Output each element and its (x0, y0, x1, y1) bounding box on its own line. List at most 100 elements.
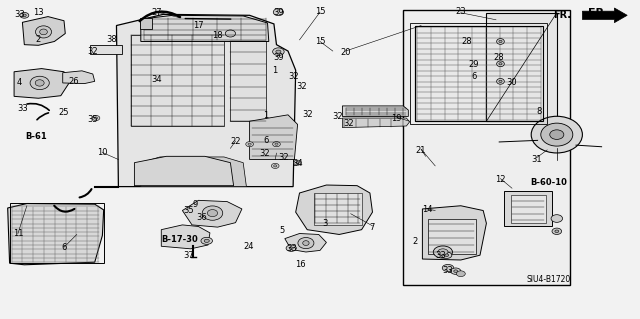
Text: SIU4-B1720: SIU4-B1720 (527, 275, 572, 284)
Ellipse shape (95, 117, 97, 119)
Ellipse shape (273, 9, 284, 16)
Polygon shape (422, 206, 486, 260)
Ellipse shape (36, 26, 52, 38)
Text: 20: 20 (340, 48, 351, 57)
Text: 35: 35 (184, 206, 194, 215)
Ellipse shape (271, 163, 279, 168)
Text: 18: 18 (212, 31, 223, 40)
Ellipse shape (286, 245, 296, 251)
Bar (314, 193, 362, 225)
Ellipse shape (497, 39, 504, 44)
Text: 6: 6 (471, 72, 476, 81)
Ellipse shape (454, 270, 458, 272)
Text: 7: 7 (370, 223, 375, 232)
Bar (230, 41, 266, 121)
Text: 22: 22 (230, 137, 241, 146)
Polygon shape (8, 204, 104, 265)
Text: 33: 33 (286, 244, 296, 253)
Text: 30: 30 (507, 78, 517, 87)
Text: 3: 3 (323, 219, 328, 228)
Text: FR.: FR. (588, 8, 609, 19)
Ellipse shape (555, 230, 559, 233)
Text: 13: 13 (33, 8, 44, 17)
Bar (511, 195, 546, 223)
Text: 23: 23 (456, 7, 466, 16)
Text: 34: 34 (292, 159, 303, 168)
Text: 39: 39 (273, 53, 284, 62)
Text: B-60-10: B-60-10 (531, 178, 568, 187)
Text: 32: 32 (344, 119, 354, 128)
Ellipse shape (20, 12, 29, 18)
Text: 27: 27 (152, 8, 162, 17)
Ellipse shape (550, 130, 564, 139)
Text: 32: 32 (278, 153, 289, 162)
Ellipse shape (499, 41, 502, 43)
Ellipse shape (294, 160, 301, 165)
Text: 32: 32 (333, 112, 343, 121)
Text: 5: 5 (279, 226, 284, 235)
Ellipse shape (273, 48, 284, 56)
Ellipse shape (451, 268, 461, 274)
Ellipse shape (499, 80, 502, 83)
Bar (415, 26, 543, 121)
Text: 35: 35 (88, 115, 98, 124)
Text: 33: 33 (17, 104, 28, 113)
Ellipse shape (22, 14, 26, 17)
Bar (90, 45, 122, 54)
Text: 28: 28 (494, 53, 504, 62)
Ellipse shape (445, 254, 449, 256)
Ellipse shape (92, 115, 100, 121)
Text: 33: 33 (435, 251, 445, 260)
Text: 16: 16 (296, 260, 306, 269)
Ellipse shape (201, 237, 212, 244)
Polygon shape (134, 156, 234, 186)
Ellipse shape (442, 252, 452, 258)
Polygon shape (161, 225, 210, 249)
Text: 38: 38 (107, 35, 117, 44)
Text: 32: 32 (302, 110, 312, 119)
Text: B-61: B-61 (26, 132, 47, 141)
Text: 21: 21 (416, 146, 426, 155)
Bar (415, 26, 543, 121)
Ellipse shape (274, 165, 277, 167)
Ellipse shape (531, 116, 582, 153)
Ellipse shape (433, 246, 452, 258)
Text: 32: 32 (259, 149, 269, 158)
Ellipse shape (207, 210, 218, 217)
Text: 15: 15 (315, 37, 325, 46)
Ellipse shape (456, 271, 465, 277)
Ellipse shape (246, 142, 253, 147)
Text: 25: 25 (59, 108, 69, 117)
Polygon shape (296, 185, 372, 234)
Text: 8: 8 (536, 107, 541, 116)
Text: 9: 9 (193, 200, 198, 209)
Text: 29: 29 (468, 60, 479, 69)
Ellipse shape (225, 30, 236, 37)
Bar (410, 23, 547, 124)
Ellipse shape (275, 143, 278, 145)
Ellipse shape (497, 61, 504, 67)
Ellipse shape (552, 228, 562, 234)
Ellipse shape (248, 143, 252, 145)
Polygon shape (141, 157, 246, 187)
Ellipse shape (204, 239, 209, 242)
Text: 37: 37 (184, 251, 194, 260)
Text: 12: 12 (495, 175, 506, 184)
Text: 36: 36 (196, 213, 207, 222)
Polygon shape (141, 15, 269, 41)
Bar (486, 13, 557, 121)
Text: 19: 19 (392, 114, 402, 123)
Ellipse shape (551, 215, 563, 222)
Text: 6: 6 (263, 137, 268, 145)
Text: 1: 1 (263, 111, 268, 120)
Text: 2: 2 (412, 237, 417, 246)
Text: 32: 32 (297, 82, 307, 91)
Polygon shape (250, 115, 298, 160)
Text: 34: 34 (152, 75, 162, 84)
Text: 26: 26 (68, 77, 79, 86)
Polygon shape (342, 106, 408, 116)
Ellipse shape (497, 78, 504, 84)
Text: 28: 28 (462, 37, 472, 46)
Text: 11: 11 (13, 229, 23, 238)
Ellipse shape (298, 237, 314, 249)
